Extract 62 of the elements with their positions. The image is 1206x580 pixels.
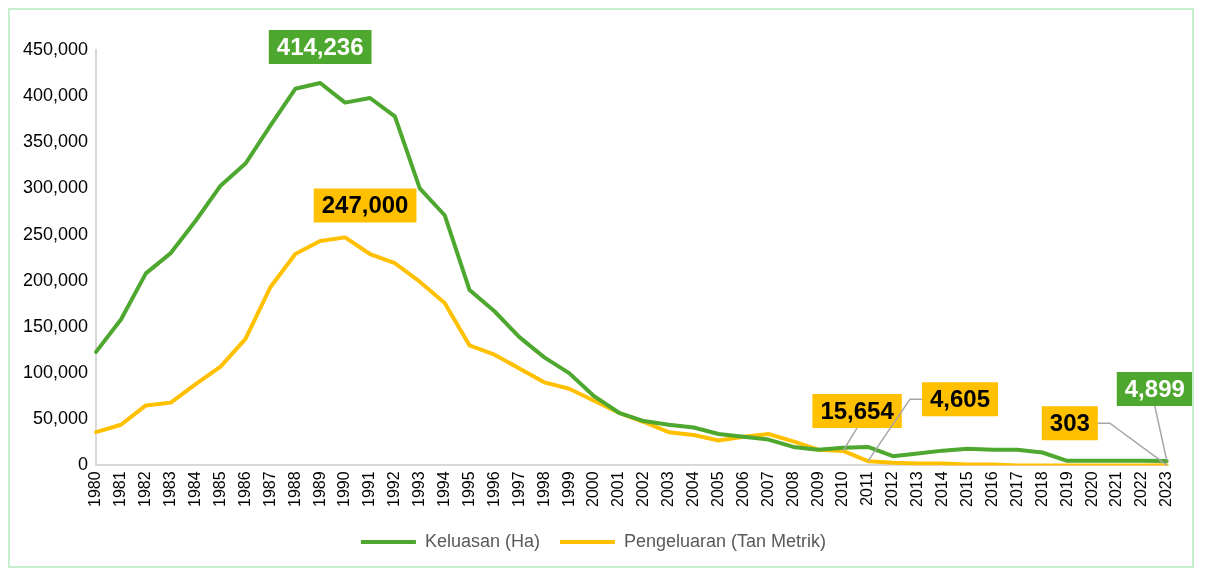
x-tick-label: 2015 xyxy=(958,471,975,507)
data-label: 4,605 xyxy=(929,384,991,412)
x-tick-label: 1991 xyxy=(360,471,378,507)
x-tick-label: 2018 xyxy=(1032,471,1050,507)
x-tick-label: 2013 xyxy=(908,471,926,507)
x-tick-label: 2005 xyxy=(708,471,726,507)
x-tick-label: 1984 xyxy=(186,471,204,507)
x-tick-label: 1993 xyxy=(410,471,428,507)
x-tick-label: 2016 xyxy=(982,471,1000,507)
y-tick-label: 250,000 xyxy=(22,223,89,244)
x-tick-label: 1980 xyxy=(86,471,104,507)
x-tick-label: 2012 xyxy=(883,471,901,507)
x-tick-label: 1992 xyxy=(385,471,403,507)
y-tick-label: 300,000 xyxy=(22,177,89,198)
x-tick-label: 1997 xyxy=(509,471,527,507)
x-tick-label: 1994 xyxy=(435,471,453,507)
x-tick-label: 1983 xyxy=(161,471,179,507)
x-tick-label: 2006 xyxy=(733,471,751,507)
x-tick-label: 2014 xyxy=(933,471,951,507)
y-tick-label: 450,000 xyxy=(22,38,89,59)
x-tick-label: 2023 xyxy=(1157,471,1175,507)
x-tick-label: 2017 xyxy=(1007,471,1025,507)
x-tick-label: 2003 xyxy=(659,471,677,507)
data-label: 4,899 xyxy=(1124,374,1185,402)
x-tick-label: 2020 xyxy=(1082,471,1100,507)
x-tick-label: 1985 xyxy=(210,471,228,507)
x-tick-label: 2001 xyxy=(609,471,627,507)
y-tick-label: 350,000 xyxy=(22,131,89,152)
data-label: 414,236 xyxy=(276,32,364,60)
x-tick-label: 2010 xyxy=(833,471,851,507)
x-tick-label: 1996 xyxy=(484,471,502,507)
x-tick-label: 1995 xyxy=(459,471,477,507)
y-tick-label: 400,000 xyxy=(22,85,89,106)
x-tick-label: 2008 xyxy=(783,471,801,507)
legend-label: Pengeluaran (Tan Metrik) xyxy=(623,530,827,551)
legend-label: Keluasan (Ha) xyxy=(424,530,540,551)
x-tick-label: 1981 xyxy=(111,471,129,507)
x-tick-label: 2022 xyxy=(1132,471,1150,507)
x-tick-label: 2011 xyxy=(858,471,876,506)
x-tick-label: 2009 xyxy=(808,471,826,507)
x-tick-label: 1989 xyxy=(310,471,328,507)
data-label: 247,000 xyxy=(321,191,409,219)
x-tick-label: 1990 xyxy=(335,471,353,507)
x-tick-label: 1986 xyxy=(235,471,253,507)
y-tick-label: 200,000 xyxy=(22,269,89,290)
x-tick-label: 2021 xyxy=(1107,471,1125,507)
y-tick-label: 50,000 xyxy=(33,408,89,429)
data-label: 15,654 xyxy=(820,396,895,424)
x-tick-label: 2002 xyxy=(634,471,652,507)
y-tick-label: 0 xyxy=(78,454,89,475)
x-tick-label: 1987 xyxy=(260,471,278,507)
x-tick-label: 2007 xyxy=(758,471,776,507)
data-label: 303 xyxy=(1049,408,1090,436)
y-tick-label: 150,000 xyxy=(22,315,89,336)
x-tick-label: 2019 xyxy=(1057,471,1075,507)
x-tick-label: 1982 xyxy=(136,471,154,507)
x-tick-label: 1999 xyxy=(559,471,577,507)
x-tick-label: 1998 xyxy=(534,471,552,507)
x-tick-label: 1988 xyxy=(285,471,303,507)
y-tick-label: 100,000 xyxy=(22,362,89,383)
x-tick-label: 2004 xyxy=(684,471,702,507)
x-tick-label: 2000 xyxy=(584,471,602,507)
